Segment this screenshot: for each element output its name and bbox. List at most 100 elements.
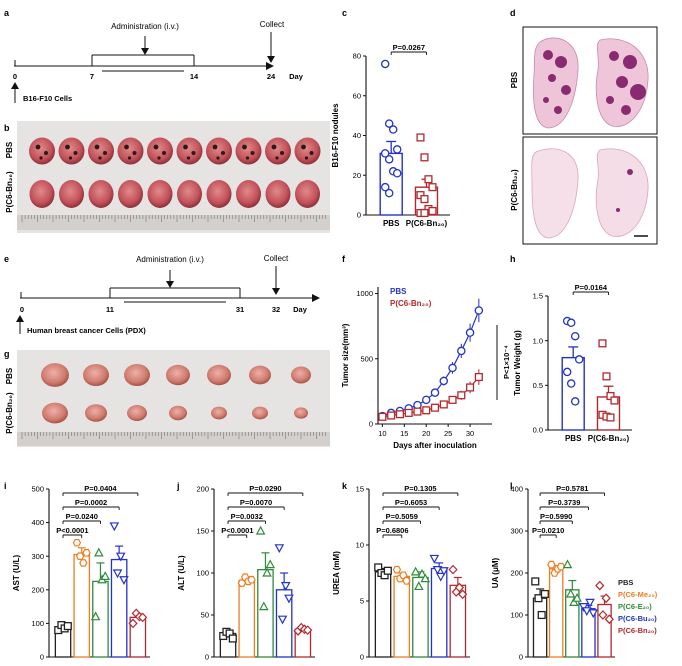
lung-treated-1 [59,180,84,208]
panel-g: g PBS P(C6-Bn₂₀) [4,349,330,447]
l-point-1-3 [556,562,566,571]
h-ytick-label-2: 1.0 [533,336,543,345]
lung-pbs-3 [117,137,144,165]
chart-f: 0 500 1000 Tumor size(mm³) 10 15 20 25 30 Days af… [341,287,492,450]
f-point-1-0 [378,412,387,421]
timeline-arrowhead [266,62,274,70]
f-xtick-label-3: 25 [444,429,452,438]
lung-pbs-6 [206,137,232,165]
d-row-label-treated: P(C6-Bn₂₀) [510,169,519,211]
l-point-0-0 [531,577,540,586]
f-point-1-1 [387,411,396,420]
tumor-treated-4 [211,406,227,420]
k-point-2-0 [410,566,421,576]
panel-e: e Administration (i.v.) Collect 0 11 31 … [4,254,320,335]
l-point-3-1 [582,607,592,617]
lung-pbs-nodule-c-0 [39,156,43,160]
lung-pbs-nodule-a-6 [212,144,218,150]
j-ylabel: ALT (U/L) [177,555,186,591]
g-row-label-treated: P(C6-Bn₂₀) [5,392,14,434]
k-point-2-3 [420,573,431,583]
lung-pbs-nodule-c-7 [245,156,250,160]
l-ytick-label-1: 100 [510,611,523,620]
c-point-1-9 [420,208,429,218]
l-point-2-3 [572,592,582,602]
c-point-1-2 [424,175,433,184]
e-day-label: Day [293,305,308,314]
f-xtick-label-1: 15 [400,429,408,438]
h-pvalue: P=0.0164 [575,283,608,292]
k-point-1-0 [392,565,402,574]
panel-g-label: g [4,349,10,359]
panel-f-label: f [342,254,346,264]
chart-c: 0 20 40 60 80 B16-F10 nodules PBS P(C6-Bn₂₀) P=0… [331,43,450,228]
panel-f: f 0 500 1000 Tumor size(mm³) 10 15 20 25 30 Days … [341,254,511,450]
lung-pbs-nodule-b-1 [73,151,78,155]
lung-pbs-nodule-a-1 [65,144,70,150]
i-ytick-label-3: 300 [31,552,44,561]
c-point-0-9 [384,188,394,198]
lung-pbs-nodule-a-3 [124,144,129,150]
l-ytick-label-2: 200 [510,569,523,578]
row-label-pbs: PBS [5,141,14,158]
l-ytick-label-4: 400 [510,485,523,494]
lung-pbs-5 [176,137,203,165]
lung-pbs-nodule-c-8 [275,156,279,160]
lung-pbs-9 [294,137,321,165]
l-sig-1-pvalue: P=0.3739 [548,498,580,507]
c-xtick-label-1: P(C6-Bn₂₀) [406,219,448,228]
j-point-0-3 [228,634,237,643]
f-point-1-10 [466,383,475,392]
tick-7: 7 [90,72,94,81]
f-point-1-5 [422,406,431,415]
i-point-1-0 [72,538,82,547]
histology-treated-tissue [531,148,649,239]
f-ytick-label-1: 500 [360,354,373,363]
tumor-pbs-2 [124,363,150,387]
i-point-3-2 [115,552,126,562]
c-ytick-label-1: 20 [353,171,361,180]
f-xtick-label-4: 30 [466,429,474,438]
lung-pbs-nodule-c-9 [304,156,309,160]
c-ytick-label-0: 0 [357,211,361,220]
j-sig-3-pvalue: P<0.0001 [221,526,253,535]
c-ytick-label-3: 60 [353,91,361,100]
f-point-1-3 [404,408,413,417]
c-point-1-5 [420,195,429,204]
e-admin-label: Administration (i.v.) [136,255,204,264]
panel-i: i 0 100 200 300 400 500 AST (U/L) P=0.0404 P=0.0… [4,481,150,662]
i-sig-0-pvalue: P=0.0404 [84,484,117,493]
lung-pbs-nodule-b-5 [191,151,196,155]
f-point-1-2 [395,410,404,419]
j-point-3-1 [277,615,288,625]
i-point-2-0 [90,611,101,621]
h-ytick-label-3: 1.5 [533,292,543,301]
chart-j: 0 50 100 150 200 ALT (U/L) P=0.0290 P=0.0070 P=0… [177,484,315,662]
l-ylabel: UA (μM) [491,557,500,588]
panel-k-label: k [342,481,348,491]
legend-item-4: P(C6-Bn₂₀) [618,626,657,635]
k-point-3-2 [435,572,446,582]
i-point-2-1 [94,547,104,557]
f-point-1-6 [430,403,440,412]
lung-pbs-nodule-b-6 [221,151,225,155]
legend-item-2: P(C6-E₂₀) [618,602,652,611]
f-ytick-label-0: 0 [369,420,373,429]
l-point-4-0 [595,580,605,591]
e-tick-0: 0 [20,305,24,314]
lung-pbs-nodule-a-8 [271,144,277,150]
c-point-0-3 [392,145,402,154]
admin-label: Administration (i.v.) [111,22,179,31]
tumor-pbs-1 [83,363,109,387]
c-point-0-5 [384,155,394,164]
i-point-2-3 [100,571,111,580]
tumor-pbs-6 [291,366,311,384]
f-point-0-11 [474,306,484,315]
e-tick-11: 11 [106,305,114,314]
c-point-0-7 [392,169,402,178]
tumor-treated-2 [127,405,147,421]
l-point-0-2 [537,610,546,620]
l-ytick-label-3: 300 [510,527,523,536]
tumor-pbs-4 [207,364,231,386]
tick-24: 24 [267,72,276,81]
